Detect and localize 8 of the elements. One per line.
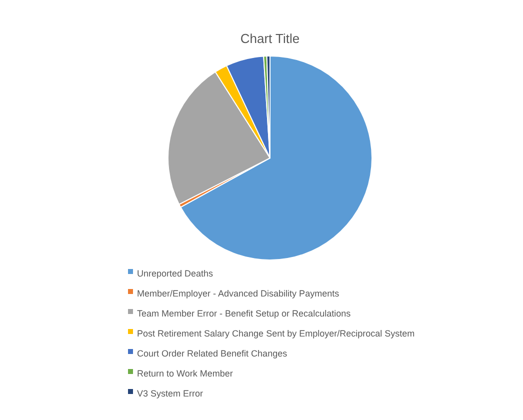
legend-label: Return to Work Member — [137, 368, 233, 378]
legend-label: V3 System Error — [137, 388, 204, 398]
legend-label: Team Member Error - Benefit Setup or Recalculations — [137, 308, 352, 318]
legend-label: Unreported Deaths — [137, 268, 214, 278]
legend-label: Post Retirement Salary Change Sent by Employer/Reciprocal System — [137, 328, 415, 338]
chart-title: Chart Title — [240, 31, 300, 46]
legend-label: Court Order Related Benefit Changes — [137, 348, 288, 358]
legend-label: Member/Employer - Advanced Disability Payments — [137, 288, 340, 298]
